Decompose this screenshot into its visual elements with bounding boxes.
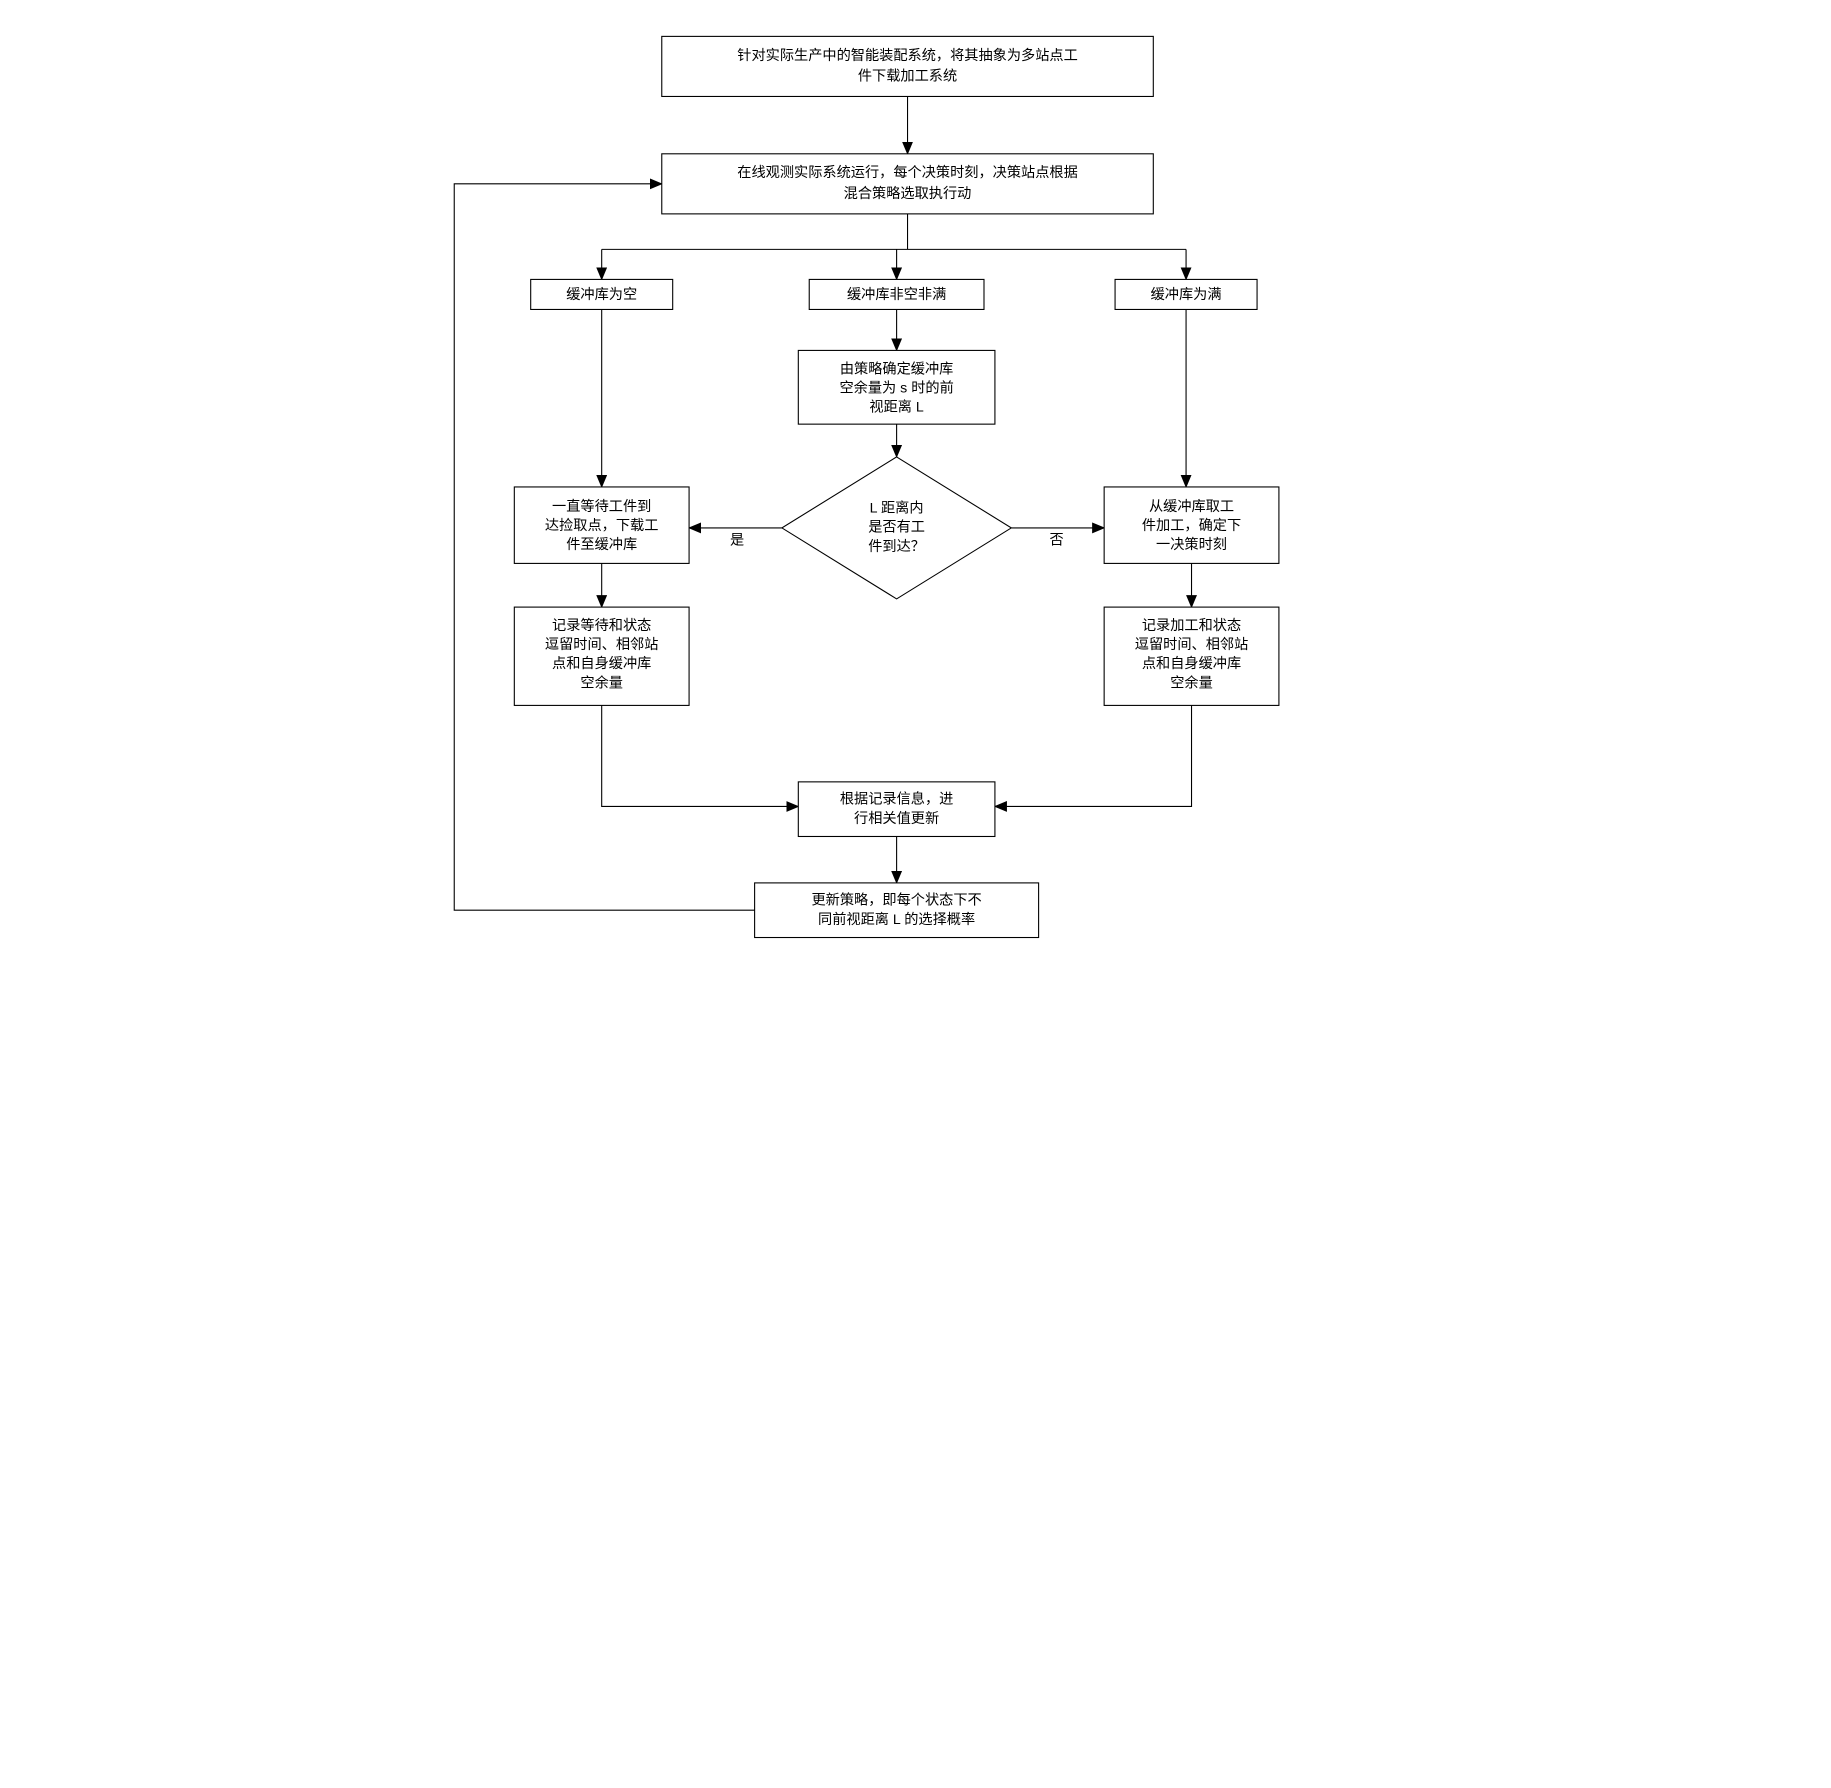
n7c-line1: 记录加工和状态 bbox=[1141, 618, 1240, 634]
node-n4: 由策略确定缓冲库 空余量为 s 时的前 视距离 L bbox=[798, 350, 995, 424]
n5-line2: 是否有工 bbox=[868, 520, 925, 536]
n4-line2: 空余量为 s 时的前 bbox=[839, 379, 953, 396]
n9-line1: 更新策略，即每个状态下不 bbox=[811, 892, 981, 909]
n6c-line2: 件加工，确定下 bbox=[1141, 518, 1240, 534]
n3b-line1: 缓冲库非空非满 bbox=[846, 287, 945, 303]
n6c-line3: 一决策时刻 bbox=[1156, 536, 1227, 553]
n7a-line3: 点和自身缓冲库 bbox=[552, 656, 651, 672]
n6a-line2: 达捡取点，下载工 bbox=[544, 517, 658, 534]
n6c-line1: 从缓冲库取工 bbox=[1148, 499, 1233, 515]
edge-label-no: 否 bbox=[1049, 532, 1063, 548]
edge-label-yes: 是 bbox=[730, 532, 744, 548]
n4-line3: 视距离 L bbox=[869, 399, 924, 416]
flowchart-canvas: 是 否 针对实际生产中的智能装配系统，将其抽象为多站点工 件下载加工系统 在线观… bbox=[416, 20, 1416, 997]
node-n8: 根据记录信息，进 行相关值更新 bbox=[798, 782, 995, 837]
n4-line1: 由策略确定缓冲库 bbox=[839, 360, 953, 377]
edge-n7c-n8 bbox=[994, 705, 1191, 806]
node-n9: 更新策略，即每个状态下不 同前视距离 L 的选择概率 bbox=[754, 883, 1038, 938]
n7c-line4: 空余量 bbox=[1170, 674, 1213, 691]
n9-line2: 同前视距离 L 的选择概率 bbox=[818, 911, 975, 928]
node-n1: 针对实际生产中的智能装配系统，将其抽象为多站点工 件下载加工系统 bbox=[661, 36, 1153, 96]
n7a-line1: 记录等待和状态 bbox=[552, 617, 651, 634]
n2-line2: 混合策略选取执行动 bbox=[843, 185, 971, 202]
n1-line2: 件下载加工系统 bbox=[857, 69, 956, 85]
n8-line2: 行相关值更新 bbox=[854, 811, 939, 827]
n7c-line2: 逗留时间、相邻站 bbox=[1134, 637, 1248, 653]
node-n7c: 记录加工和状态 逗留时间、相邻站 点和自身缓冲库 空余量 bbox=[1104, 607, 1279, 705]
node-n5: L 距离内 是否有工 件到达？ bbox=[781, 457, 1010, 599]
n5-line3: 件到达？ bbox=[868, 539, 925, 555]
n7c-line3: 点和自身缓冲库 bbox=[1141, 656, 1240, 672]
n3a-line1: 缓冲库为空 bbox=[566, 287, 637, 303]
n6a-line3: 件至缓冲库 bbox=[566, 537, 637, 553]
node-n6c: 从缓冲库取工 件加工，确定下 一决策时刻 bbox=[1104, 487, 1279, 563]
n3c-line1: 缓冲库为满 bbox=[1150, 287, 1221, 303]
node-n3b: 缓冲库非空非满 bbox=[809, 279, 984, 309]
n8-line1: 根据记录信息，进 bbox=[839, 791, 953, 808]
n1-line1: 针对实际生产中的智能装配系统，将其抽象为多站点工 bbox=[737, 47, 1078, 64]
node-n3a: 缓冲库为空 bbox=[530, 279, 672, 309]
node-n3c: 缓冲库为满 bbox=[1115, 279, 1257, 309]
n7a-line2: 逗留时间、相邻站 bbox=[544, 637, 658, 653]
node-n7a: 记录等待和状态 逗留时间、相邻站 点和自身缓冲库 空余量 bbox=[514, 607, 689, 705]
node-n2: 在线观测实际系统运行，每个决策时刻，决策站点根据 混合策略选取执行动 bbox=[661, 154, 1153, 214]
node-n6a: 一直等待工件到 达捡取点，下载工 件至缓冲库 bbox=[514, 487, 689, 563]
n7a-line4: 空余量 bbox=[580, 674, 623, 691]
n5-line1: L 距离内 bbox=[869, 500, 923, 517]
n6a-line1: 一直等待工件到 bbox=[552, 498, 651, 515]
edge-n7a-n8 bbox=[601, 705, 798, 806]
n2-line1: 在线观测实际系统运行，每个决策时刻，决策站点根据 bbox=[737, 164, 1078, 181]
